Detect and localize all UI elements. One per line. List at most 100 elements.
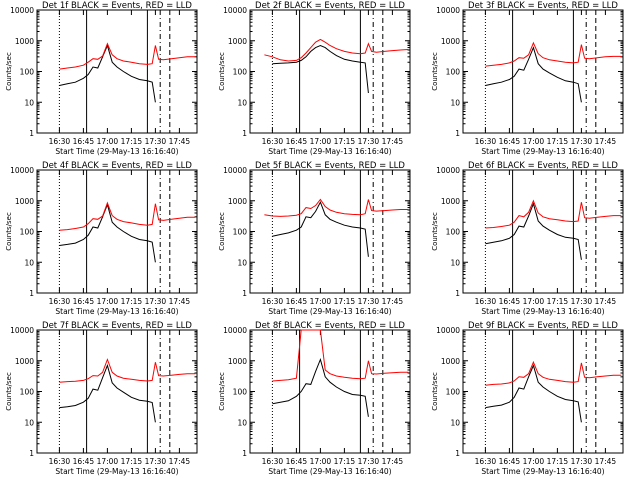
events-series-line — [272, 357, 369, 417]
y-tick-label: 10 — [24, 98, 34, 107]
y-tick-label: 1000 — [15, 357, 34, 366]
detector-panel: Det 3f BLACK = Events, RED = LLD 1 10 100 10… — [431, 1, 624, 156]
x-tick-label: 16:30 — [49, 457, 71, 466]
panel-title: Det 7f BLACK = Events, RED = LLD — [42, 321, 192, 331]
panel-title: Det 8f BLACK = Events, RED = LLD — [255, 321, 405, 331]
x-tick-label: 16:45 — [499, 137, 521, 146]
y-tick-label: 100 — [233, 68, 248, 77]
x-tick-label: 17:45 — [169, 457, 191, 466]
x-axis-label: Start Time (29-May-13 16:16:40) — [55, 147, 178, 156]
x-axis-label: Start Time (29-May-13 16:16:40) — [268, 467, 391, 476]
x-tick-label: 16:45 — [73, 297, 95, 306]
events-series-line — [59, 44, 156, 103]
detector-panel: Det 9f BLACK = Events, RED = LLD 1 10 100 10… — [431, 321, 624, 476]
x-axis-label: Start Time (29-May-13 16:16:40) — [481, 467, 604, 476]
y-tick-label: 10000 — [10, 166, 34, 175]
x-tick-label: 16:45 — [499, 457, 521, 466]
y-tick-label: 100 — [20, 228, 35, 237]
x-tick-label: 17:30 — [358, 457, 380, 466]
y-axis-label: Counts/sec — [431, 212, 439, 251]
plot-frame — [249, 329, 411, 454]
y-tick-label: 1 — [242, 129, 247, 138]
y-tick-label: 10000 — [436, 6, 460, 15]
panel-title: Det 3f BLACK = Events, RED = LLD — [468, 1, 618, 11]
events-series-line — [485, 364, 582, 423]
lld-series-line — [485, 360, 622, 386]
y-tick-label: 1 — [242, 289, 247, 298]
y-tick-label: 1000 — [228, 37, 247, 46]
x-tick-label: 17:00 — [523, 457, 545, 466]
x-tick-label: 16:30 — [262, 297, 284, 306]
x-tick-label: 17:00 — [97, 137, 119, 146]
x-tick-label: 16:45 — [73, 457, 95, 466]
detector-panel: Det 6f BLACK = Events, RED = LLD 1 10 100 10… — [431, 161, 624, 316]
y-tick-label: 10000 — [10, 6, 34, 15]
x-tick-label: 17:30 — [358, 297, 380, 306]
y-tick-label: 1000 — [441, 37, 460, 46]
y-tick-label: 1 — [242, 449, 247, 458]
plot-frame — [36, 329, 198, 454]
x-tick-label: 17:00 — [310, 297, 332, 306]
x-tick-label: 17:30 — [358, 137, 380, 146]
x-tick-label: 17:45 — [595, 297, 617, 306]
x-tick-label: 17:30 — [145, 137, 167, 146]
lld-series-line — [59, 42, 196, 70]
y-axis-label: Counts/sec — [218, 212, 226, 251]
panel-title: Det 5f BLACK = Events, RED = LLD — [255, 161, 405, 171]
x-tick-label: 17:15 — [547, 457, 569, 466]
y-tick-label: 1 — [455, 449, 460, 458]
x-tick-label: 17:45 — [382, 457, 404, 466]
lld-series-line — [264, 198, 409, 217]
x-tick-label: 17:00 — [97, 457, 119, 466]
detector-panel: Det 8f BLACK = Events, RED = LLD 1 10 100 10… — [218, 321, 411, 476]
lld-series-line — [264, 38, 409, 62]
x-axis-label: Start Time (29-May-13 16:16:40) — [55, 467, 178, 476]
y-tick-label: 100 — [233, 388, 248, 397]
x-tick-label: 17:15 — [547, 297, 569, 306]
x-tick-label: 17:45 — [169, 137, 191, 146]
y-tick-label: 1000 — [441, 357, 460, 366]
y-tick-label: 1 — [455, 289, 460, 298]
panel-title: Det 2f BLACK = Events, RED = LLD — [255, 1, 405, 11]
x-tick-label: 16:45 — [286, 137, 308, 146]
x-tick-label: 16:30 — [262, 457, 284, 466]
y-tick-label: 10 — [450, 258, 460, 267]
y-tick-label: 100 — [446, 388, 461, 397]
x-tick-label: 17:00 — [523, 137, 545, 146]
x-tick-label: 16:45 — [286, 297, 308, 306]
x-tick-label: 17:30 — [571, 137, 593, 146]
x-tick-label: 17:45 — [595, 457, 617, 466]
lld-series-line — [59, 358, 196, 383]
y-tick-label: 100 — [20, 388, 35, 397]
y-tick-label: 10000 — [436, 326, 460, 335]
x-tick-label: 17:15 — [334, 297, 356, 306]
y-tick-label: 10000 — [223, 166, 247, 175]
y-tick-label: 100 — [233, 228, 248, 237]
y-tick-label: 100 — [20, 68, 35, 77]
y-tick-label: 10 — [24, 418, 34, 427]
y-tick-label: 10 — [237, 98, 247, 107]
y-tick-label: 1000 — [15, 197, 34, 206]
x-tick-label: 17:30 — [571, 457, 593, 466]
events-series-line — [485, 202, 582, 260]
events-series-line — [272, 44, 369, 94]
events-series-line — [59, 363, 156, 423]
x-tick-label: 16:30 — [49, 137, 71, 146]
panel-title: Det 4f BLACK = Events, RED = LLD — [42, 161, 192, 171]
y-tick-label: 10000 — [10, 326, 34, 335]
y-tick-label: 10000 — [223, 6, 247, 15]
y-tick-label: 1000 — [228, 357, 247, 366]
x-tick-label: 17:15 — [121, 137, 143, 146]
plot-frame — [462, 329, 624, 454]
plot-frame — [462, 169, 624, 294]
x-tick-label: 17:45 — [169, 297, 191, 306]
y-tick-label: 1000 — [441, 197, 460, 206]
x-tick-label: 16:30 — [475, 457, 497, 466]
lld-series-line — [485, 41, 622, 67]
y-axis-label: Counts/sec — [431, 52, 439, 91]
y-tick-label: 1000 — [228, 197, 247, 206]
detector-panel: Det 5f BLACK = Events, RED = LLD 1 10 100 10… — [218, 161, 411, 316]
x-tick-label: 17:30 — [145, 297, 167, 306]
x-tick-label: 16:45 — [73, 137, 95, 146]
